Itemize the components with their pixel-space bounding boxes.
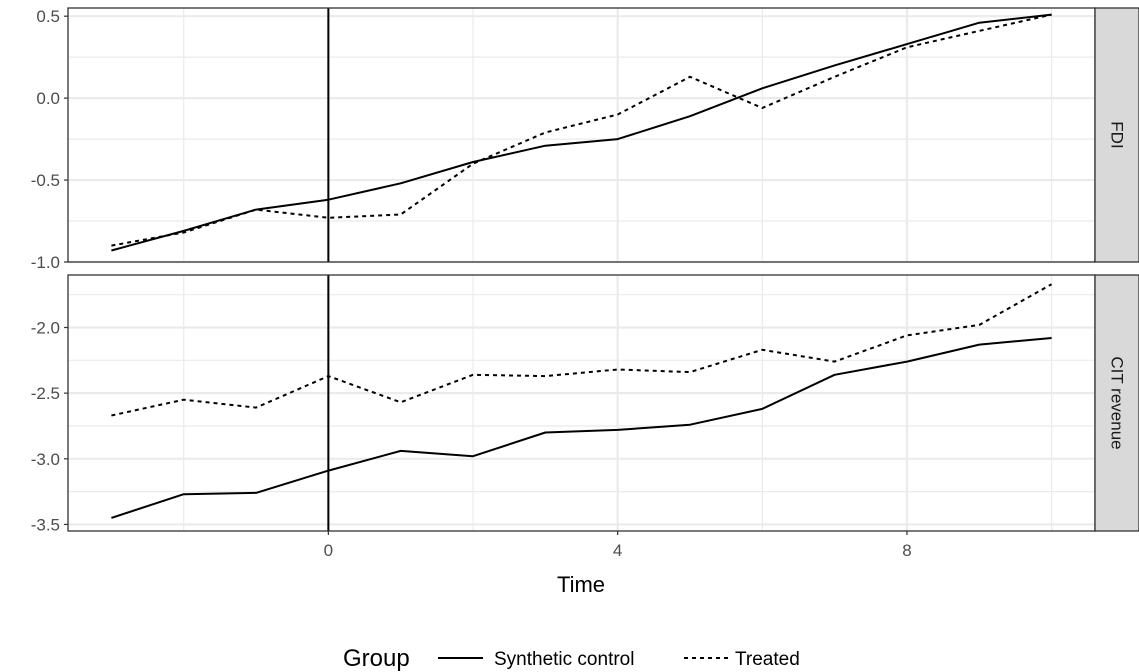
x-tick-label: 8 <box>902 541 911 560</box>
legend-title: Group <box>343 645 410 672</box>
legend-label-treated: Treated <box>735 649 800 670</box>
series-line-synthetic-control <box>111 13 1052 252</box>
panel-background <box>68 275 1095 531</box>
series-line-treated <box>111 13 1052 247</box>
y-tick-label: -2.5 <box>31 384 60 403</box>
panels: 0.5 0.0 -0.5 -1.0 FDI -2.0 -2.5 -3.0 -3.5 CIT rev… <box>31 7 1139 560</box>
y-tick-label: -1.0 <box>31 253 60 272</box>
facet-strip-label: FDI <box>1108 121 1127 148</box>
facet-strip <box>1094 7 1139 263</box>
y-tick-label: -3.5 <box>31 515 60 534</box>
series-line-synthetic-control <box>111 337 1052 519</box>
facet-strip-label: CIT revenue <box>1108 356 1127 449</box>
x-tick-label: 0 <box>324 541 333 560</box>
legend-label-synthetic-control: Synthetic control <box>494 649 634 670</box>
y-tick-label: -0.5 <box>31 171 60 190</box>
y-tick-label: 0.5 <box>36 7 60 26</box>
panel-background <box>68 8 1095 262</box>
panel-fdi: 0.5 0.0 -0.5 -1.0 FDI <box>31 7 1139 272</box>
y-tick-label: -3.0 <box>31 450 60 469</box>
panel-cit-revenue: -2.0 -2.5 -3.0 -3.5 CIT revenue <box>31 274 1139 534</box>
y-tick-label: 0.0 <box>36 89 60 108</box>
x-tick-label: 4 <box>613 541 622 560</box>
series-line-treated <box>111 283 1053 417</box>
legend: Group Synthetic control Treated <box>343 645 800 672</box>
x-axis-title: Time <box>557 572 605 597</box>
y-tick-label: -2.0 <box>31 319 60 338</box>
facet-strip <box>1094 274 1139 532</box>
